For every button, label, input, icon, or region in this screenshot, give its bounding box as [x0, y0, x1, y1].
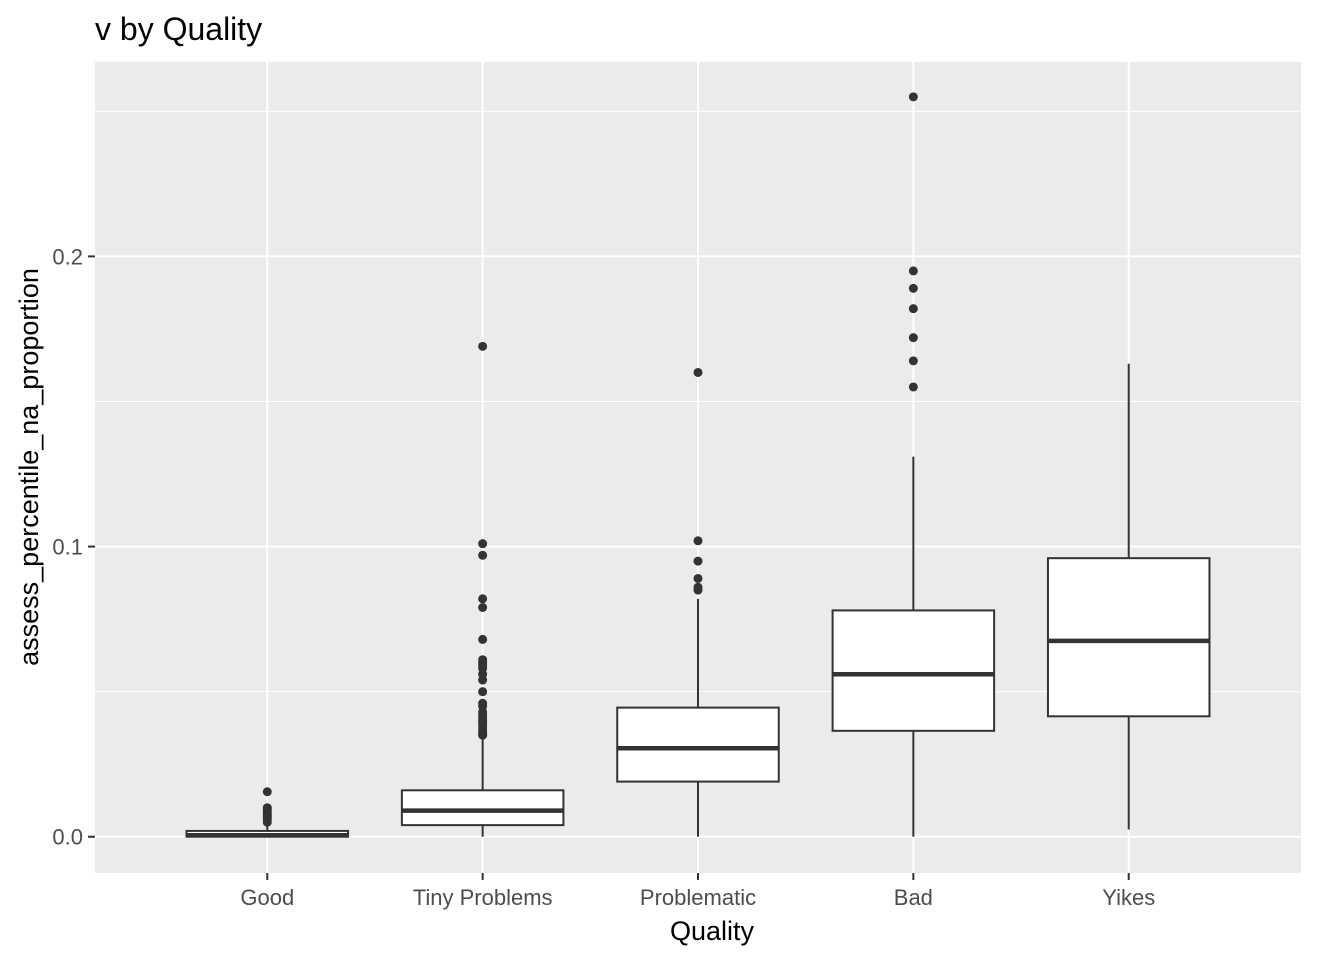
- y-tick-label: 0.0: [52, 825, 83, 850]
- box-group: [1046, 363, 1211, 830]
- box-iqr: [831, 609, 996, 732]
- x-axis-ticks: Good Tiny Problems Problematic Bad Yikes: [240, 873, 1155, 910]
- box-iqr: [616, 706, 780, 783]
- y-tick-label: 0.1: [52, 535, 83, 560]
- x-tick-label: Tiny Problems: [413, 885, 553, 910]
- outlier-point: [908, 92, 918, 102]
- outlier-point: [478, 655, 488, 665]
- box-iqr: [1046, 557, 1211, 718]
- outlier-point: [908, 333, 918, 343]
- outlier-point: [478, 687, 488, 697]
- outlier-point: [478, 550, 488, 560]
- outlier-point: [693, 582, 703, 592]
- outlier-point: [908, 356, 918, 366]
- y-axis-ticks: 0.0 0.1 0.2: [52, 244, 95, 850]
- x-tick-label: Problematic: [640, 885, 756, 910]
- x-tick-label: Bad: [894, 885, 933, 910]
- outlier-point: [908, 266, 918, 276]
- outlier-point: [478, 539, 488, 549]
- outlier-point: [478, 698, 488, 708]
- outlier-point: [478, 341, 488, 351]
- outlier-point: [693, 536, 703, 546]
- outlier-point: [478, 603, 488, 613]
- chart-title: v by Quality: [95, 11, 262, 47]
- boxes-layer: [185, 92, 1211, 838]
- y-axis-title: assess_percentile_na_proportion: [14, 268, 44, 666]
- outlier-point: [908, 283, 918, 293]
- outlier-point: [693, 556, 703, 566]
- outlier-point: [693, 573, 703, 583]
- outlier-point: [908, 304, 918, 314]
- outlier-point: [262, 787, 272, 797]
- x-axis-title: Quality: [670, 916, 755, 946]
- outlier-point: [693, 367, 703, 377]
- outlier-point: [908, 382, 918, 392]
- y-tick-label: 0.2: [52, 244, 83, 269]
- box-group: [831, 92, 996, 837]
- box-group: [616, 367, 780, 837]
- x-tick-label: Good: [240, 885, 294, 910]
- outlier-point: [478, 594, 488, 604]
- outlier-point: [262, 803, 272, 813]
- box-group: [400, 341, 565, 837]
- x-tick-label: Yikes: [1102, 885, 1155, 910]
- box-group: [185, 787, 350, 838]
- outlier-point: [478, 634, 488, 644]
- box-iqr: [400, 789, 565, 827]
